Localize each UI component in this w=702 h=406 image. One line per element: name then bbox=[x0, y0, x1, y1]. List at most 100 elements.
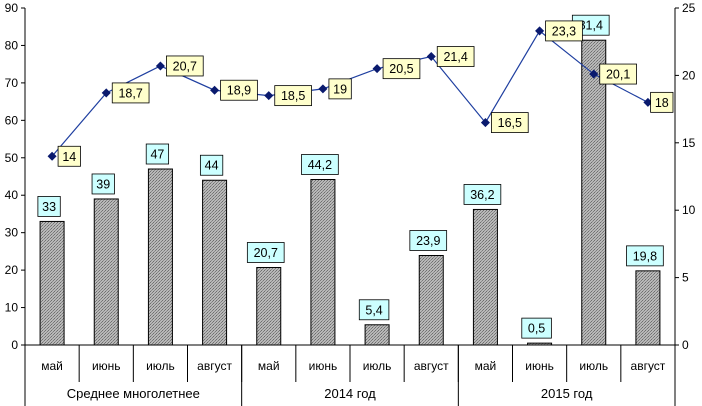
bar-value-label: 5,4 bbox=[365, 303, 382, 317]
bar-value-label: 47 bbox=[150, 148, 164, 162]
right-tick-label: 5 bbox=[682, 271, 689, 285]
left-tick-label: 30 bbox=[5, 226, 19, 240]
bar bbox=[635, 270, 661, 346]
line-value-label-box bbox=[328, 78, 352, 100]
bar-data-labels: 33 39 47 44 20,7 44,2 5,4 23,9 36,2 0,5 81,4 19,8 bbox=[37, 14, 664, 339]
group-label: 2014 год bbox=[324, 386, 376, 401]
line-value-label-box bbox=[545, 20, 583, 42]
bar bbox=[256, 266, 282, 346]
line-value-label-box bbox=[274, 85, 312, 107]
line-value-label-box bbox=[491, 112, 529, 133]
left-tick-label: 70 bbox=[5, 76, 19, 90]
left-axis: 0 10 20 30 40 50 60 70 80 90 bbox=[5, 1, 26, 352]
line-value-label: 14 bbox=[62, 150, 76, 164]
bar-value-label: 23,9 bbox=[416, 234, 440, 248]
category-label: май bbox=[41, 359, 63, 373]
bar-value-label-box bbox=[91, 173, 115, 195]
line-value-label: 16,5 bbox=[498, 116, 522, 130]
line-value-label: 20,5 bbox=[389, 62, 413, 76]
line-value-label: 18,7 bbox=[118, 86, 142, 100]
bar-value-label-box bbox=[37, 196, 61, 217]
bar-value-label-box bbox=[246, 242, 285, 263]
line-marker bbox=[480, 118, 490, 128]
category-label: август bbox=[631, 359, 666, 373]
category-label: май bbox=[475, 359, 497, 373]
category-label: июль bbox=[146, 359, 175, 373]
bar bbox=[364, 324, 390, 346]
line-marker bbox=[318, 84, 328, 94]
line-value-label: 20,1 bbox=[606, 68, 630, 82]
line-value-label: 19 bbox=[333, 82, 347, 96]
line-value-label-box bbox=[599, 63, 637, 85]
category-label: июнь bbox=[309, 359, 338, 373]
bar-value-label: 81,4 bbox=[579, 19, 603, 33]
left-tick-label: 20 bbox=[5, 263, 19, 277]
bar-value-label-box bbox=[626, 245, 664, 267]
line-marker bbox=[155, 61, 165, 71]
bar-value-label: 39 bbox=[96, 177, 110, 191]
left-tick-label: 60 bbox=[5, 113, 19, 127]
bar-value-label-box bbox=[463, 184, 502, 205]
bar-value-label-box bbox=[301, 154, 339, 175]
bar-value-label-box bbox=[409, 230, 448, 251]
line-value-label-box bbox=[382, 58, 421, 80]
line-value-label-box bbox=[220, 79, 258, 101]
category-label: май bbox=[258, 359, 280, 373]
right-tick-label: 10 bbox=[682, 203, 696, 217]
line-data-labels: 14 18,7 20,7 18,9 18,5 19 20,5 21,4 16,5 23,3 20,1… bbox=[57, 20, 674, 167]
line-marker bbox=[535, 26, 545, 36]
left-tick-label: 90 bbox=[5, 1, 19, 15]
bar-series bbox=[39, 39, 661, 346]
left-tick-label: 80 bbox=[5, 38, 19, 52]
bar bbox=[202, 179, 228, 346]
line-value-label-box bbox=[650, 91, 674, 113]
right-axis: 0 5 10 15 20 25 bbox=[674, 1, 696, 352]
line-value-label-box bbox=[436, 46, 475, 67]
line-value-label: 20,7 bbox=[173, 59, 197, 73]
bar-value-label-box bbox=[199, 154, 224, 176]
bar-value-label-box bbox=[358, 299, 390, 321]
bar bbox=[418, 255, 444, 346]
bar-value-label: 0,5 bbox=[528, 322, 545, 336]
bar-value-label: 44,2 bbox=[308, 158, 332, 172]
category-label: август bbox=[197, 359, 232, 373]
right-tick-label: 15 bbox=[682, 136, 696, 150]
left-tick-label: 10 bbox=[5, 301, 19, 315]
bar bbox=[310, 178, 336, 346]
right-tick-label: 20 bbox=[682, 68, 696, 82]
bar-value-label-box bbox=[145, 143, 170, 165]
line-value-label: 18,5 bbox=[281, 89, 305, 103]
line-value-label-box bbox=[57, 145, 81, 167]
bar-value-label-box bbox=[521, 317, 552, 339]
right-tick-label: 0 bbox=[682, 338, 689, 352]
category-label: август bbox=[414, 359, 449, 373]
line-marker bbox=[372, 64, 382, 74]
bar-value-label: 44 bbox=[205, 159, 219, 173]
category-label: июнь bbox=[92, 359, 121, 373]
left-tick-label: 40 bbox=[5, 188, 19, 202]
right-tick-label: 25 bbox=[682, 1, 696, 15]
left-tick-label: 0 bbox=[11, 338, 18, 352]
line-value-label: 23,3 bbox=[552, 24, 576, 38]
bar bbox=[93, 198, 119, 346]
line-value-label-box bbox=[166, 55, 204, 77]
line-marker bbox=[210, 85, 220, 95]
x-axis: май июнь июль август май июнь июль август май июн… bbox=[24, 344, 676, 406]
line-marker bbox=[264, 91, 274, 101]
line-value-label: 18 bbox=[655, 96, 669, 110]
bar bbox=[39, 220, 65, 346]
category-label: июль bbox=[579, 359, 608, 373]
bar bbox=[147, 168, 173, 346]
bar-value-label: 20,7 bbox=[254, 246, 278, 260]
line-value-label: 21,4 bbox=[443, 50, 467, 64]
category-label: июнь bbox=[525, 359, 554, 373]
category-label: июль bbox=[363, 359, 392, 373]
line-value-label: 18,9 bbox=[227, 84, 251, 98]
bar bbox=[472, 208, 498, 346]
left-tick-label: 50 bbox=[5, 151, 19, 165]
line-marker bbox=[101, 88, 111, 98]
group-label: Среднее многолетнее bbox=[67, 386, 200, 401]
line-value-label-box bbox=[111, 82, 150, 104]
bar-value-label: 19,8 bbox=[633, 249, 657, 263]
